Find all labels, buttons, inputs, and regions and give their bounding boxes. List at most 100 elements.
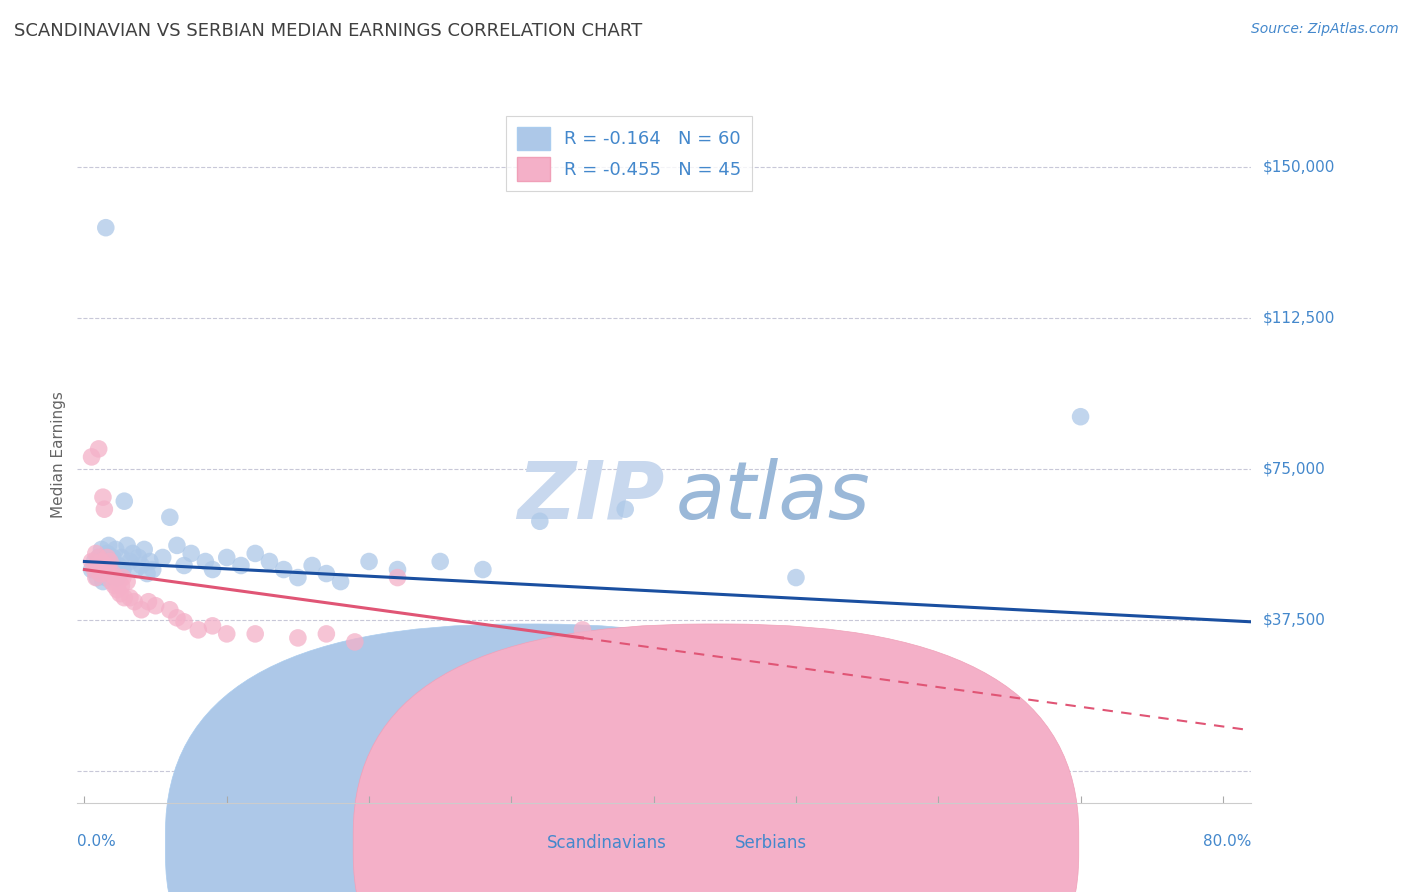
Text: 80.0%: 80.0% <box>1204 834 1251 849</box>
Point <box>122 595 145 609</box>
Point <box>87 442 110 456</box>
Point <box>138 595 160 609</box>
Point <box>98 554 121 568</box>
Point <box>201 562 224 576</box>
Point <box>115 538 138 552</box>
Point <box>571 623 593 637</box>
Point <box>131 558 153 573</box>
Point <box>87 558 110 573</box>
Point <box>142 562 165 576</box>
Point <box>97 562 120 576</box>
Point <box>101 550 124 565</box>
Point <box>96 558 118 573</box>
Point <box>245 627 267 641</box>
Point <box>131 603 153 617</box>
Point <box>229 558 252 573</box>
Point <box>343 635 366 649</box>
FancyBboxPatch shape <box>353 624 1078 892</box>
Point <box>180 546 202 560</box>
Point <box>429 554 451 568</box>
Point <box>139 554 162 568</box>
Point <box>112 591 135 605</box>
Point <box>111 562 134 576</box>
Point <box>387 562 409 576</box>
Point <box>112 494 135 508</box>
Y-axis label: Median Earnings: Median Earnings <box>51 392 66 518</box>
Point <box>173 558 195 573</box>
Point <box>87 550 110 565</box>
Point <box>94 571 117 585</box>
Point <box>94 558 117 573</box>
Point <box>121 546 143 560</box>
Point <box>90 554 112 568</box>
Point <box>83 554 105 568</box>
Text: $37,500: $37,500 <box>1263 612 1326 627</box>
Point <box>93 562 115 576</box>
Point <box>103 579 125 593</box>
Point <box>83 562 105 576</box>
Point <box>166 538 188 552</box>
Point <box>245 546 267 560</box>
Point <box>152 550 174 565</box>
Point <box>86 558 108 573</box>
Point <box>287 571 309 585</box>
Point <box>115 574 138 589</box>
Point <box>145 599 167 613</box>
Point <box>201 619 224 633</box>
Point <box>89 566 111 581</box>
Point <box>124 562 146 576</box>
Point <box>80 562 103 576</box>
Point <box>80 554 103 568</box>
Point <box>104 542 127 557</box>
Point <box>84 546 107 560</box>
Point <box>103 562 125 576</box>
Text: atlas: atlas <box>676 458 870 536</box>
Point <box>159 603 181 617</box>
Point <box>471 562 494 576</box>
Text: Serbians: Serbians <box>735 834 807 852</box>
Point <box>91 554 114 568</box>
Point <box>90 542 112 557</box>
Point <box>301 558 323 573</box>
Point <box>287 631 309 645</box>
Text: $112,500: $112,500 <box>1263 310 1334 326</box>
Point <box>159 510 181 524</box>
Point <box>128 550 150 565</box>
Point <box>96 566 118 581</box>
Point <box>215 550 238 565</box>
Text: $150,000: $150,000 <box>1263 160 1334 175</box>
Point <box>329 574 352 589</box>
Point <box>111 571 134 585</box>
Point <box>785 571 807 585</box>
Text: 0.0%: 0.0% <box>77 834 117 849</box>
Point <box>315 566 337 581</box>
Point <box>134 542 156 557</box>
Point <box>94 220 117 235</box>
Text: ZIP: ZIP <box>517 458 665 536</box>
Point <box>108 566 131 581</box>
Text: SCANDINAVIAN VS SERBIAN MEDIAN EARNINGS CORRELATION CHART: SCANDINAVIAN VS SERBIAN MEDIAN EARNINGS … <box>14 22 643 40</box>
Point <box>273 562 295 576</box>
Point <box>101 566 124 581</box>
Point <box>357 554 380 568</box>
Point <box>97 538 120 552</box>
FancyBboxPatch shape <box>166 624 891 892</box>
Point <box>614 502 637 516</box>
Point <box>98 554 121 568</box>
Text: $75,000: $75,000 <box>1263 461 1326 476</box>
Point <box>80 450 103 464</box>
Point <box>87 550 110 565</box>
Point <box>259 554 281 568</box>
Point <box>118 591 141 605</box>
Point <box>89 566 111 581</box>
Point <box>110 550 132 565</box>
Text: Source: ZipAtlas.com: Source: ZipAtlas.com <box>1251 22 1399 37</box>
Text: Scandinavians: Scandinavians <box>547 834 666 852</box>
Point <box>387 571 409 585</box>
Point <box>187 623 209 637</box>
Point <box>173 615 195 629</box>
Point <box>529 514 551 528</box>
Point <box>105 571 128 585</box>
Point <box>1070 409 1092 424</box>
Point <box>118 554 141 568</box>
